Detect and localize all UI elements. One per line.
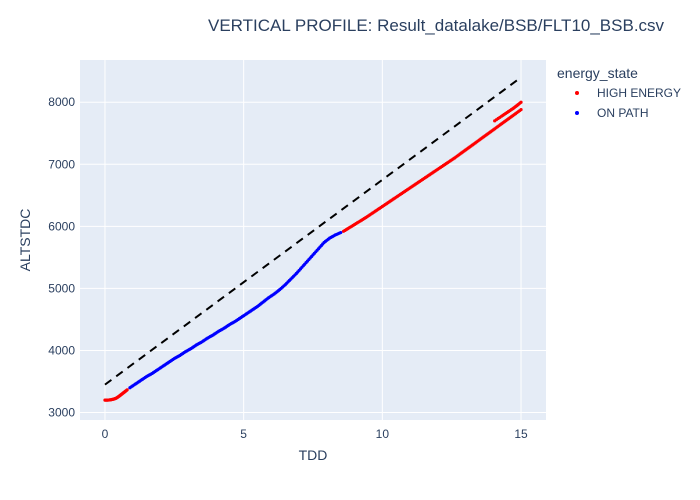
- point-high-energy: [125, 388, 129, 392]
- x-axis-title: TDD: [299, 447, 328, 463]
- legend-label-high-energy: HIGH ENERGY: [597, 86, 681, 100]
- y-tick-label: 3000: [48, 406, 75, 420]
- legend: energy_state HIGH ENERGY ON PATH: [557, 65, 681, 120]
- y-axis-title: ALTSTDC: [17, 209, 33, 272]
- y-tick-label: 7000: [48, 157, 75, 171]
- x-tick-label: 0: [102, 427, 109, 441]
- y-tick-labels: 3000 4000 5000 6000 7000 8000: [48, 95, 75, 419]
- reference-line: [104, 76, 522, 386]
- x-tick-labels: 0 5 10 15: [102, 427, 528, 441]
- legend-marker-on-path: [575, 111, 579, 115]
- data-points-layer: [103, 100, 523, 402]
- y-tick-label: 8000: [48, 95, 75, 109]
- x-tick-label: 10: [376, 427, 390, 441]
- legend-marker-high-energy: [575, 91, 579, 95]
- legend-title: energy_state: [557, 65, 638, 81]
- y-tick-label: 5000: [48, 281, 75, 295]
- x-tick-label: 5: [240, 427, 247, 441]
- point-high-energy: [519, 108, 523, 112]
- x-tick-label: 15: [514, 427, 528, 441]
- chart-title: VERTICAL PROFILE: Result_datalake/BSB/FL…: [208, 16, 665, 35]
- point-on-path: [339, 230, 343, 235]
- y-tick-label: 4000: [48, 343, 75, 357]
- y-tick-label: 6000: [48, 219, 75, 233]
- gridlines: [80, 60, 546, 420]
- point-high-energy: [519, 100, 523, 104]
- reference-line-layer: [104, 76, 522, 386]
- legend-label-on-path: ON PATH: [597, 106, 649, 120]
- plot-area: [80, 60, 546, 420]
